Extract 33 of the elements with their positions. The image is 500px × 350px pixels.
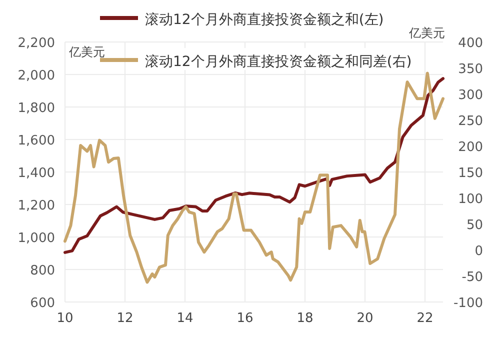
y2-tick-label: 350 xyxy=(458,62,483,77)
x-tick-label: 20 xyxy=(356,311,374,326)
line-series xyxy=(64,77,444,254)
x-tick-label: 14 xyxy=(176,311,194,326)
x-tick-label: 22 xyxy=(416,311,434,326)
x-tick-label: 10 xyxy=(56,311,74,326)
x-tick-label: 16 xyxy=(236,311,254,326)
y2-tick-label: 250 xyxy=(458,114,483,129)
legend-label: 滚动12个月外商直接投资金额之和同差(右) xyxy=(145,54,412,70)
y2-tick-label: 300 xyxy=(458,88,483,103)
y-tick-label: 2,000 xyxy=(18,68,55,84)
line-series xyxy=(64,72,444,284)
x-tick-label: 18 xyxy=(296,311,314,326)
y2-tick-label: -50 xyxy=(462,270,483,285)
y2-tick-label: 400 xyxy=(458,36,483,51)
y-tick-label: 1,000 xyxy=(18,231,55,246)
legend-label: 滚动12个月外商直接投资金额之和(左) xyxy=(145,12,384,28)
y-axis-title: 亿美元 xyxy=(68,45,105,59)
y2-tick-label: 150 xyxy=(458,166,483,181)
y-tick-label: 1,400 xyxy=(18,166,55,181)
y-tick-label: 800 xyxy=(30,264,55,278)
y2-axis-title: 亿美元 xyxy=(408,26,445,40)
y-tick-label: 1,800 xyxy=(18,101,55,116)
y2-tick-label: -100 xyxy=(453,296,483,311)
x-tick-label: 12 xyxy=(116,311,134,326)
y2-tick-label: 0 xyxy=(474,244,483,259)
y-tick-label: 600 xyxy=(30,296,55,311)
y-tick-label: 2,200 xyxy=(18,36,55,51)
y2-tick-label: 100 xyxy=(458,192,483,207)
y-tick-label: 1,200 xyxy=(18,198,55,214)
y2-tick-label: 200 xyxy=(458,140,483,155)
y2-tick-label: 50 xyxy=(466,218,483,233)
y-tick-label: 1,600 xyxy=(18,134,55,148)
